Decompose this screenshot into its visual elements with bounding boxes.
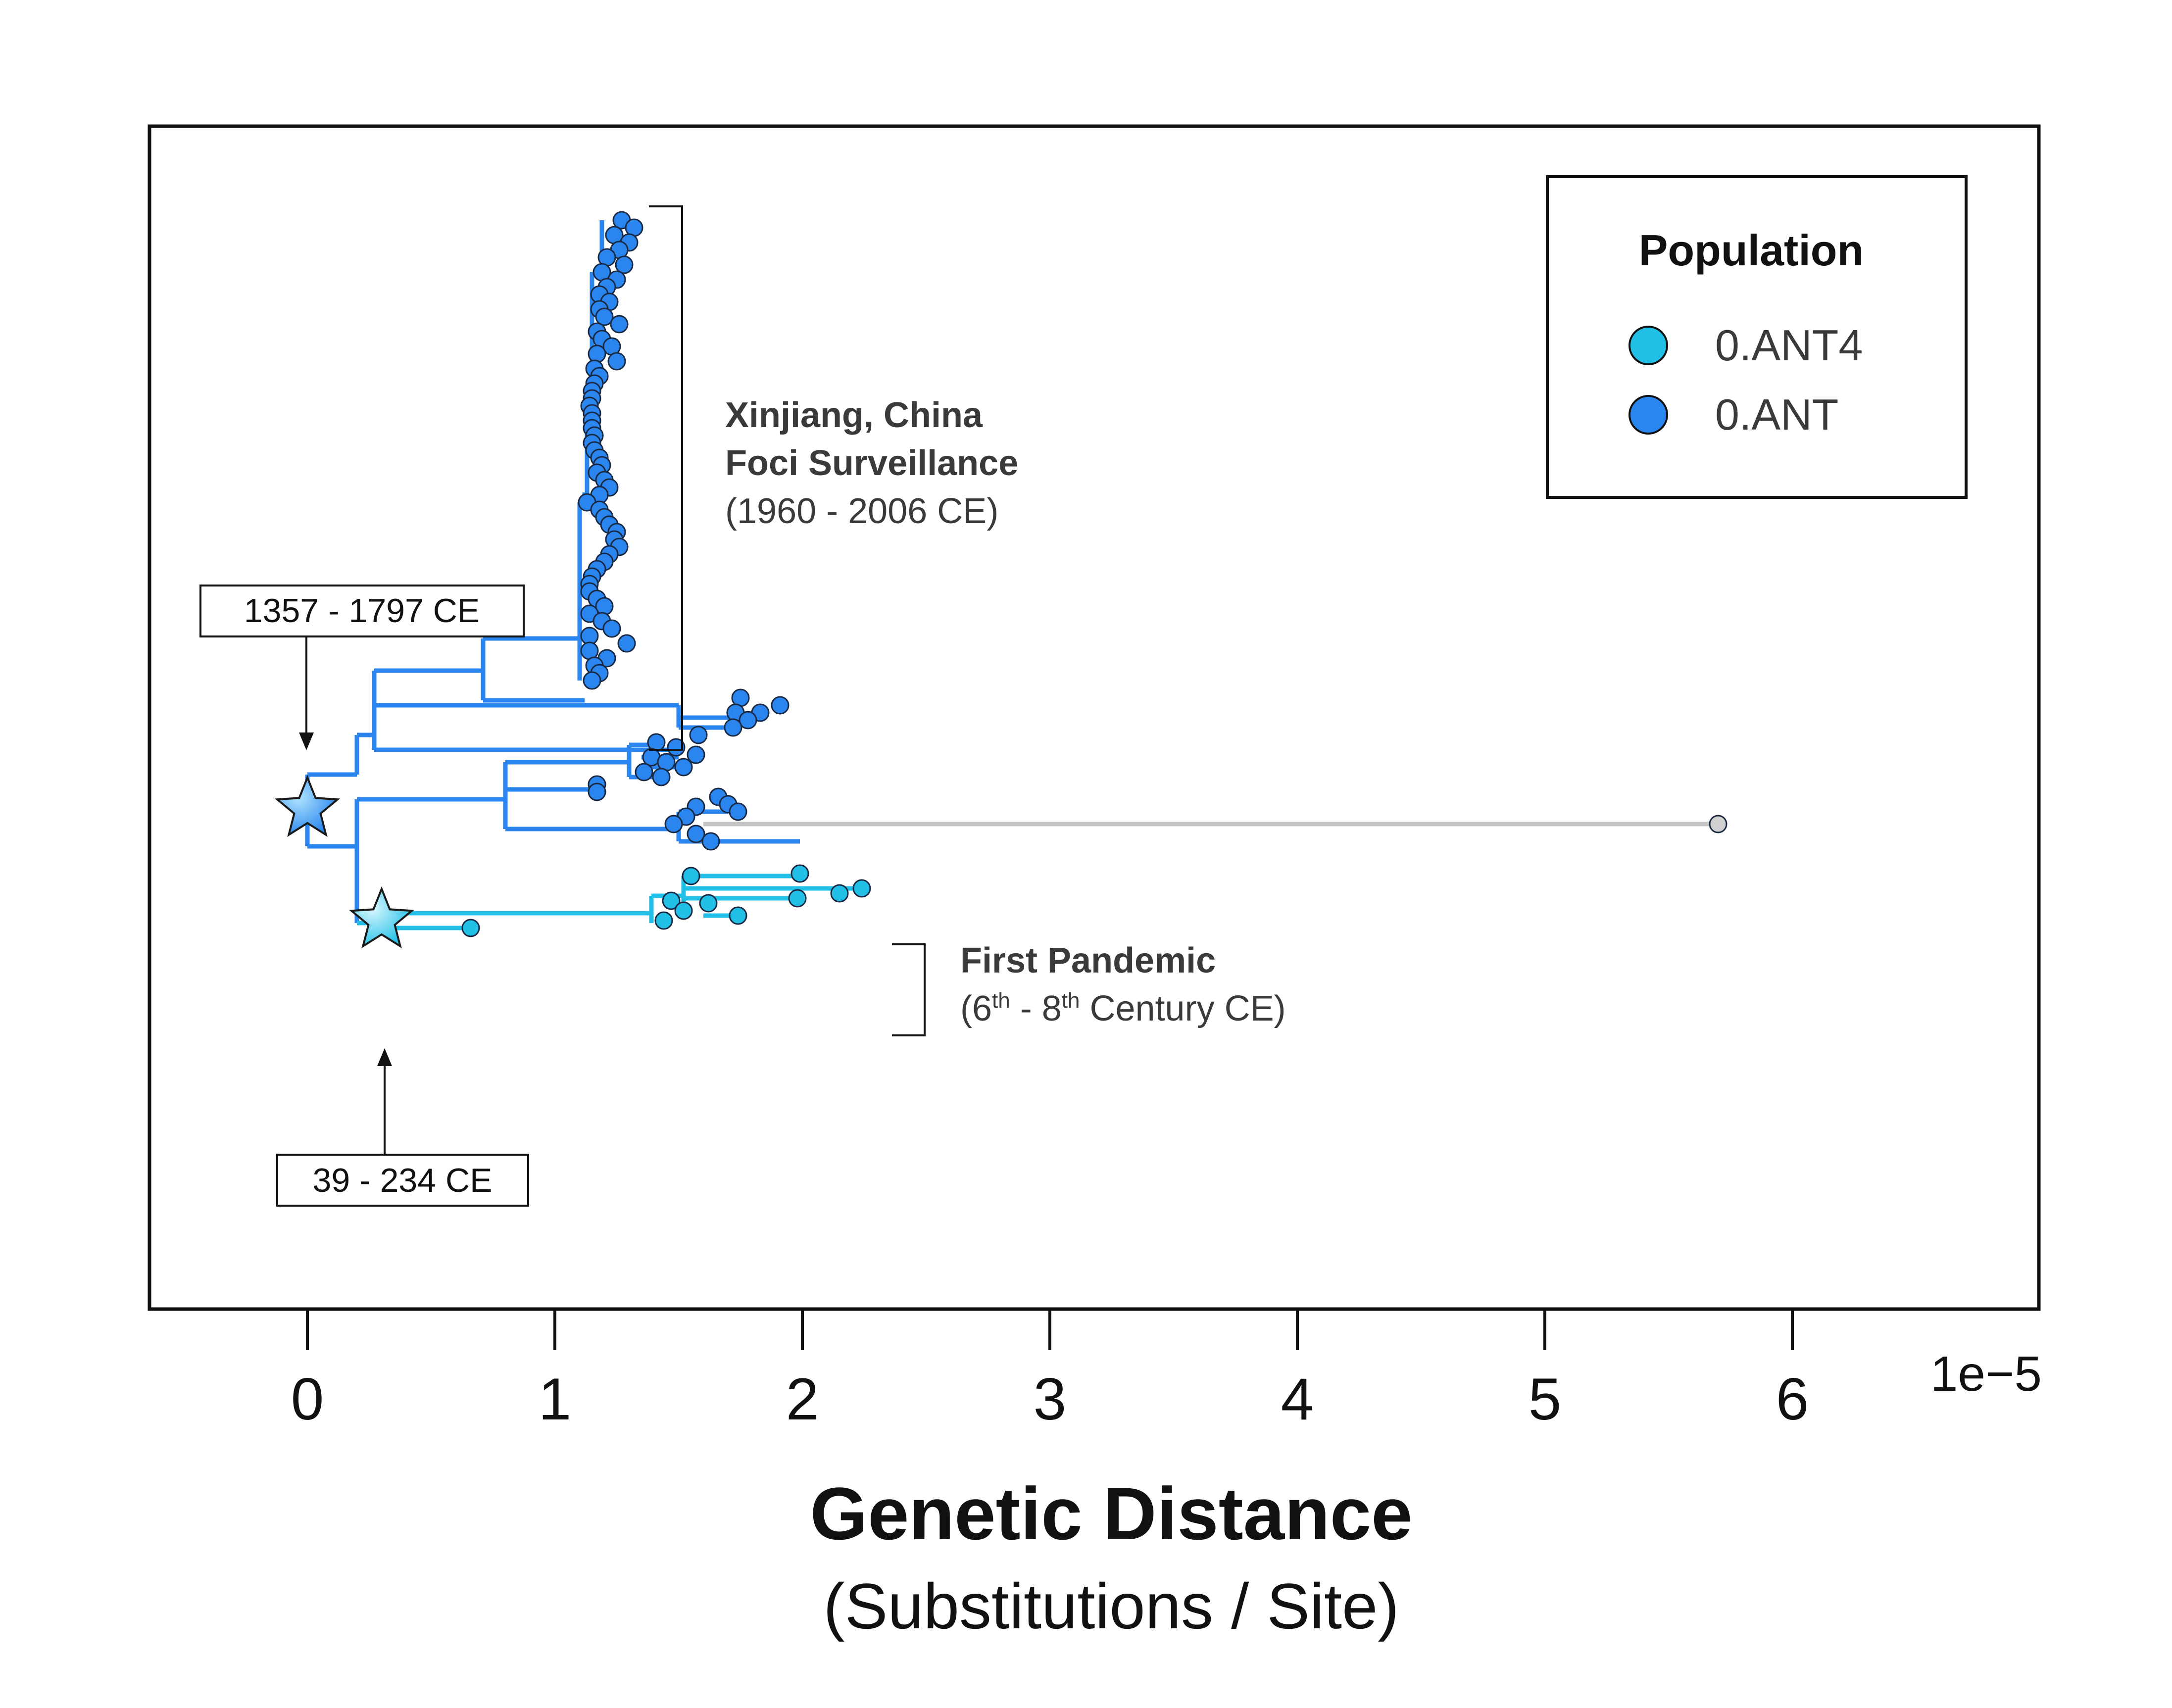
- lower-date-arrowhead: [377, 1048, 392, 1066]
- legend: Population 0.ANT4 0.ANT: [1546, 175, 1968, 499]
- tip-s2-5: [662, 891, 681, 910]
- xinjiang-clade-bracket: [649, 205, 683, 751]
- tip-s2-0: [682, 867, 700, 885]
- first-pandemic-clade-bracket: [892, 943, 926, 1036]
- tip-s0-83: [729, 802, 747, 821]
- x-tick-label-2: 2: [786, 1366, 819, 1432]
- tip-s0-71: [667, 738, 686, 757]
- first-pandemic-dates: (6th - 8th Century CE): [960, 988, 1286, 1028]
- tip-s0-14: [610, 315, 629, 334]
- tree-tips: [461, 211, 1728, 937]
- legend-title: Population: [1639, 226, 1864, 275]
- root-node-star: [274, 775, 341, 837]
- tip-s0-87: [701, 832, 720, 851]
- first-pandemic-label: First Pandemic: [960, 941, 1216, 980]
- tip-s0-79: [588, 782, 606, 801]
- legend-box: [1546, 175, 1968, 499]
- tip-s0-19: [607, 352, 626, 371]
- tip-s0-68: [724, 718, 742, 737]
- tip-s0-85: [664, 815, 683, 833]
- x-tick-label-3: 3: [1034, 1366, 1067, 1432]
- tip-s0-13: [595, 307, 614, 326]
- x-tick-label-5: 5: [1529, 1366, 1562, 1432]
- tip-s0-77: [652, 768, 671, 786]
- tip-s0-69: [689, 726, 708, 744]
- tip-s0-75: [674, 758, 693, 777]
- x-tick-label-0: 0: [291, 1366, 324, 1432]
- legend-ant4-label: 0.ANT4: [1715, 321, 1863, 370]
- upper-date-label: 1357 - 1797 CE: [244, 592, 480, 630]
- tip-s2-4: [788, 889, 807, 908]
- x-tick-label-6: 6: [1776, 1366, 1809, 1432]
- legend-ant-label: 0.ANT: [1715, 390, 1838, 439]
- tip-s0-67: [739, 711, 757, 730]
- tip-s0-18: [588, 344, 606, 363]
- upper-date-arrowhead: [299, 732, 314, 750]
- x-tick-label-4: 4: [1281, 1366, 1314, 1432]
- tip-s2-1: [790, 864, 809, 883]
- upper-date-box: [199, 585, 525, 637]
- xinjiang-label-line1: Xinjiang, China: [725, 395, 983, 435]
- lower-date-label: 39 - 234 CE: [313, 1162, 493, 1199]
- tip-s0-6: [615, 255, 634, 274]
- x-scale-label: 1e−5: [1930, 1346, 2042, 1402]
- tip-s0-55: [602, 619, 621, 638]
- tip-s2-10: [461, 919, 480, 937]
- ant4-node-star: [348, 886, 415, 949]
- tip-s2-9: [654, 911, 673, 930]
- tree-branches: [305, 220, 1718, 930]
- legend-ant4-swatch: [1629, 326, 1668, 365]
- tip-s0-86: [687, 825, 705, 843]
- tip-s0-62: [583, 671, 601, 690]
- tip-s2-8: [729, 906, 747, 925]
- tip-s0-72: [687, 745, 705, 764]
- lower-date-box: [276, 1154, 529, 1207]
- tip-s2-2: [852, 879, 871, 898]
- x-axis-subtitle: (Substitutions / Site): [823, 1570, 1399, 1642]
- legend-ant-swatch: [1629, 395, 1668, 435]
- tip-s0-57: [617, 634, 636, 653]
- tip-s2-3: [830, 884, 849, 903]
- xinjiang-label-line2: Foci Surveillance: [725, 443, 1018, 483]
- node-date-callouts: 1357 - 1797 CE 39 - 234 CE: [199, 585, 529, 1207]
- tip-s0-76: [635, 763, 653, 781]
- xinjiang-label-dates: (1960 - 2006 CE): [725, 491, 998, 531]
- tip-s0-64: [771, 696, 790, 715]
- tip-s2-7: [674, 901, 693, 920]
- x-axis: 0 1 2 3 4 5 6: [291, 1311, 1809, 1432]
- x-tick-label-1: 1: [539, 1366, 572, 1432]
- plot-frame: [148, 124, 2041, 1311]
- node-stars: [274, 775, 415, 949]
- x-axis-title: Genetic Distance: [810, 1472, 1412, 1555]
- tip-s1-0: [1709, 815, 1728, 833]
- clade-annotations: Xinjiang, China Foci Surveillance (1960 …: [725, 395, 1286, 1028]
- tip-s2-6: [699, 894, 718, 913]
